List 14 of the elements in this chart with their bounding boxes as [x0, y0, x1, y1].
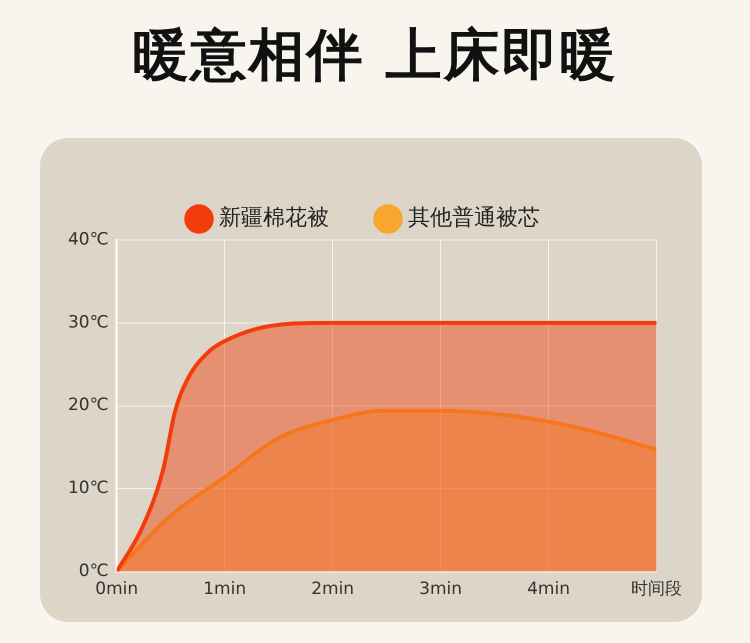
- x-tick-label: 4min: [527, 579, 570, 600]
- y-tick-label: 0℃: [78, 561, 109, 582]
- chart-title: 暖意相伴 上床即暖: [131, 22, 619, 90]
- x-tick-label: 3min: [419, 579, 462, 600]
- legend-label: 新疆棉花被: [219, 206, 329, 231]
- x-tick-label: 时间段: [631, 579, 682, 600]
- x-tick-label: 0min: [95, 579, 138, 600]
- y-tick-label: 20℃: [68, 395, 109, 416]
- x-tick-label: 1min: [203, 579, 246, 600]
- x-tick-label: 2min: [311, 579, 354, 600]
- y-tick-label: 40℃: [68, 229, 109, 250]
- y-tick-label: 10℃: [68, 478, 109, 498]
- legend-label: 其他普通被芯: [408, 206, 540, 231]
- y-tick-label: 30℃: [68, 312, 109, 332]
